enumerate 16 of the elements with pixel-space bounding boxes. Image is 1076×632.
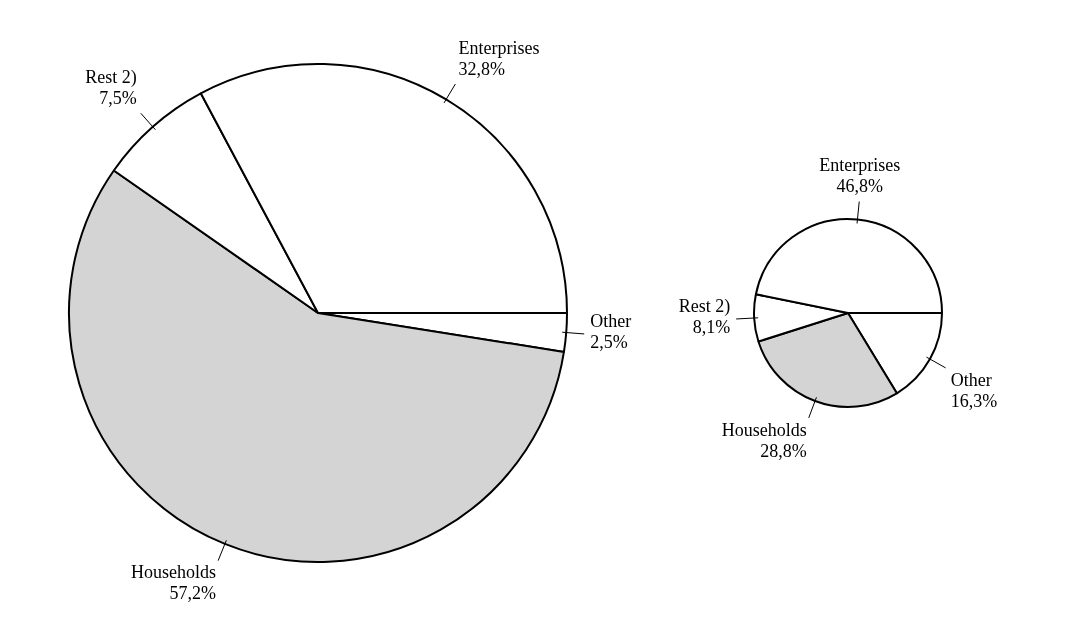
slice-label: Enterprises (819, 155, 901, 176)
data-label: 28,8% (760, 440, 807, 461)
slice-label: Households (130, 562, 216, 583)
slice-label: Other (950, 369, 992, 390)
slice-label: Rest 2) (678, 295, 731, 317)
data-label: 7,5% (99, 88, 137, 109)
data-label: 57,2% (169, 583, 216, 604)
slice-label: Enterprises (458, 37, 540, 58)
slice-label: Households (721, 419, 807, 440)
data-label: 2,5% (590, 331, 628, 352)
data-label: 32,8% (458, 58, 505, 79)
data-label: 16,3% (950, 390, 998, 411)
slice-label: Other (590, 310, 632, 331)
data-label: 8,1% (692, 316, 731, 337)
data-label: 46,8% (836, 176, 884, 197)
slice-label: Rest 2) (85, 67, 137, 89)
